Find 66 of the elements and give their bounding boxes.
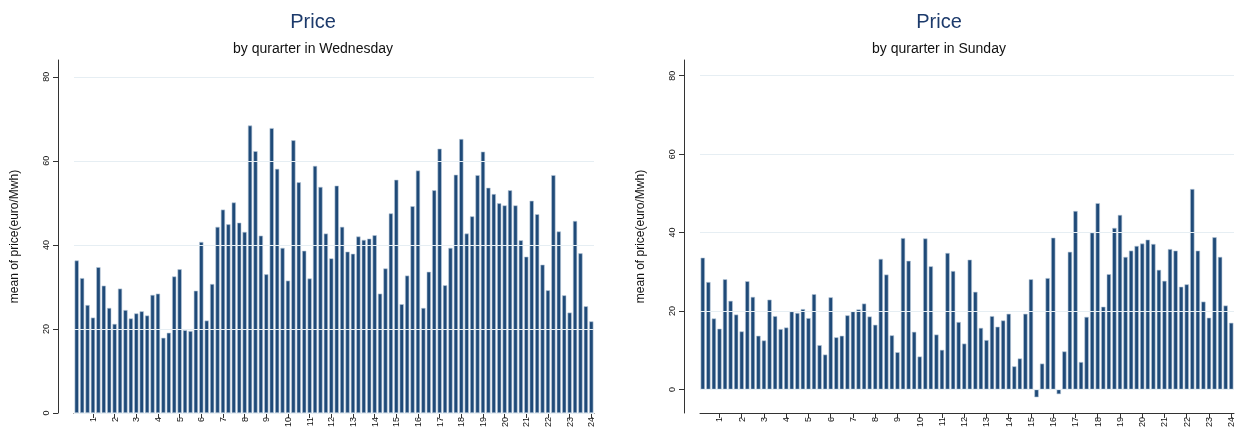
x-tick-label: 20 bbox=[499, 417, 510, 428]
x-tick-label: 14 bbox=[1003, 417, 1014, 428]
x-tick-label: 21 bbox=[521, 417, 532, 428]
x-tick-label: 2 bbox=[736, 417, 747, 423]
chart-subtitle: by qurarter in Sunday bbox=[872, 40, 1006, 56]
x-tick-label: 14 bbox=[369, 417, 380, 428]
x-tick-label: 5 bbox=[803, 417, 814, 423]
x-tick-label: 22 bbox=[542, 417, 553, 428]
x-tick-label: 10 bbox=[914, 417, 925, 428]
y-tick-label: 80 bbox=[666, 70, 677, 81]
chart-title: Price bbox=[290, 10, 336, 32]
chart-subtitle: by qurarter in Wednesday bbox=[232, 40, 394, 56]
x-tick-label: 23 bbox=[1203, 417, 1214, 428]
x-tick-label: 6 bbox=[825, 417, 836, 423]
y-axis-title: mean of price(euro/Mwh) bbox=[633, 169, 647, 304]
x-tick-label: 16 bbox=[1048, 417, 1059, 428]
x-tick-label: 10 bbox=[282, 417, 293, 428]
y-tick-label: 20 bbox=[666, 306, 677, 317]
x-tick-label: 24 bbox=[1226, 417, 1237, 428]
y-tick-label: 80 bbox=[40, 71, 51, 82]
x-tick-label: 9 bbox=[261, 417, 272, 423]
x-tick-label: 1 bbox=[87, 417, 98, 423]
x-tick-label: 17 bbox=[1070, 417, 1081, 428]
x-tick-label: 20 bbox=[1137, 417, 1148, 428]
x-tick-label: 9 bbox=[892, 417, 903, 423]
y-tick-label: 20 bbox=[40, 323, 51, 334]
x-tick-label: 12 bbox=[959, 417, 970, 428]
y-tick-label: 40 bbox=[666, 227, 677, 238]
x-tick-label: 3 bbox=[758, 417, 769, 423]
y-tick-label: 0 bbox=[40, 410, 51, 416]
x-tick-label: 13 bbox=[347, 417, 358, 428]
y-tick-label: 0 bbox=[666, 386, 677, 392]
x-tick-label: 7 bbox=[847, 417, 858, 423]
x-tick-label: 19 bbox=[1114, 417, 1125, 428]
x-tick-label: 5 bbox=[174, 417, 185, 423]
x-tick-label: 15 bbox=[391, 417, 402, 428]
bar bbox=[1034, 389, 1039, 398]
x-tick-label: 11 bbox=[304, 417, 315, 427]
x-tick-label: 18 bbox=[456, 417, 467, 428]
chart-title: Price bbox=[916, 10, 962, 32]
x-tick-label: 23 bbox=[564, 417, 575, 428]
x-tick-label: 3 bbox=[131, 417, 142, 423]
x-tick-label: 19 bbox=[477, 417, 488, 428]
y-axis-title: mean of price(euro/Mwh) bbox=[7, 169, 21, 304]
x-tick-label: 1 bbox=[714, 417, 725, 423]
x-tick-label: 18 bbox=[1092, 417, 1103, 428]
y-tick-label: 40 bbox=[40, 239, 51, 250]
x-tick-label: 7 bbox=[217, 417, 228, 423]
x-tick-label: 11 bbox=[936, 417, 947, 427]
x-tick-label: 22 bbox=[1181, 417, 1192, 428]
x-tick-label: 21 bbox=[1159, 417, 1170, 428]
y-tick-label: 60 bbox=[666, 149, 677, 160]
x-tick-label: 16 bbox=[412, 417, 423, 428]
y-tick-label: 60 bbox=[40, 155, 51, 166]
x-tick-label: 12 bbox=[326, 417, 337, 428]
x-tick-label: 8 bbox=[870, 417, 881, 423]
x-tick-label: 13 bbox=[981, 417, 992, 428]
x-tick-label: 6 bbox=[196, 417, 207, 423]
x-tick-label: 4 bbox=[781, 417, 792, 423]
x-tick-label: 4 bbox=[152, 417, 163, 423]
bar bbox=[1056, 389, 1061, 395]
x-tick-label: 2 bbox=[109, 417, 120, 423]
x-tick-label: 24 bbox=[586, 417, 597, 428]
x-tick-label: 15 bbox=[1025, 417, 1036, 428]
x-tick-label: 17 bbox=[434, 417, 445, 428]
x-tick-label: 8 bbox=[239, 417, 250, 423]
